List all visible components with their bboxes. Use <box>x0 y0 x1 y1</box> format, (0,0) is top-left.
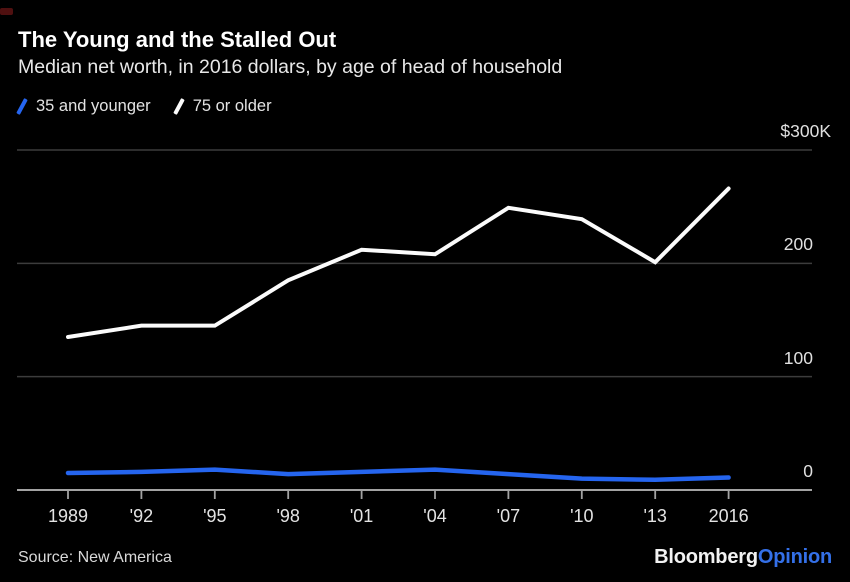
legend-label-75-or-older: 75 or older <box>192 97 272 115</box>
x-axis-label-92: '92 <box>129 506 154 526</box>
x-axis-label-2016: 2016 <box>708 506 749 526</box>
chart-title: The Young and the Stalled Out <box>18 27 337 52</box>
x-axis-label-04: '04 <box>423 506 447 526</box>
series-line-75-or-older <box>66 186 731 339</box>
legend: 35 and younger 75 or older <box>16 97 272 116</box>
logo-bloomberg: Bloomberg <box>654 546 758 568</box>
x-axis-label-1989: 1989 <box>47 506 89 526</box>
x-axis-label-13: '13 <box>643 506 667 526</box>
legend-item-35-and-younger: 35 and younger <box>16 97 151 116</box>
legend-item-75-or-older: 75 or older <box>172 97 272 116</box>
y-axis-label-0: 0 <box>803 461 813 481</box>
bloomberg-opinion-logo: BloombergOpinion <box>654 546 832 569</box>
y-axis-label-300: $300K <box>780 121 831 141</box>
chart-subtitle: Median net worth, in 2016 dollars, by ag… <box>18 56 563 78</box>
series-line-35-and-younger <box>65 467 731 483</box>
x-axis-label-07: '07 <box>496 506 521 526</box>
x-axis-label-10: '10 <box>570 506 594 526</box>
x-axis-label-98: '98 <box>276 506 300 526</box>
source-note: Source: New America <box>18 549 172 566</box>
x-axis-label-01: '01 <box>349 506 374 526</box>
y-axis-label-100: 100 <box>783 347 813 368</box>
x-axis-label-95: '95 <box>203 506 227 526</box>
corner-artifact <box>0 8 13 15</box>
y-axis-label-200: 200 <box>783 234 813 255</box>
legend-label-35-and-younger: 35 and younger <box>36 97 151 115</box>
logo-opinion: Opinion <box>757 546 832 568</box>
